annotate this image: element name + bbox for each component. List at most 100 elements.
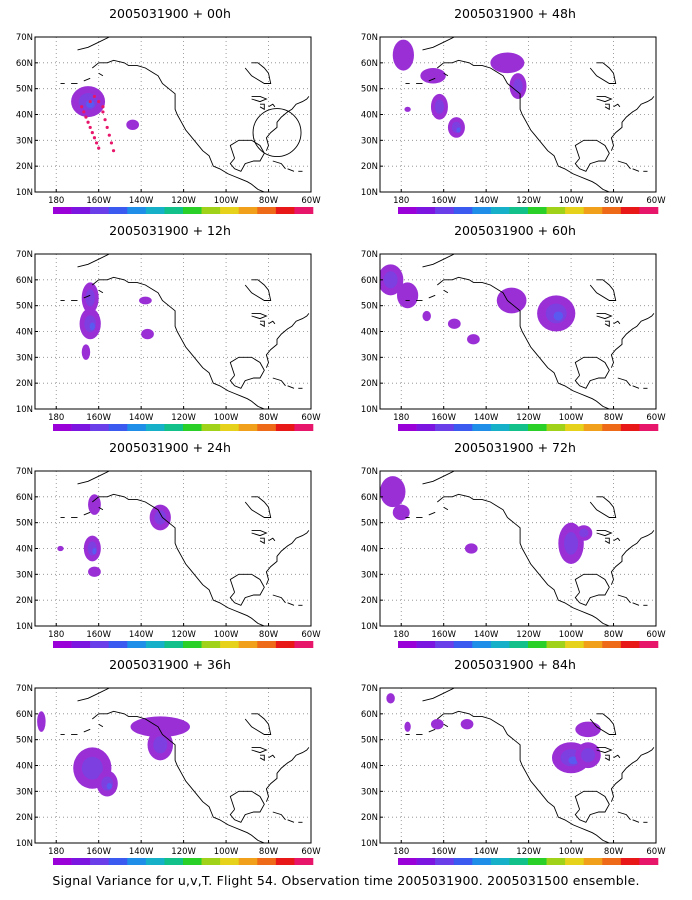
coastline bbox=[596, 746, 613, 754]
variance-region bbox=[88, 566, 101, 577]
lon-tick-label: 140W bbox=[129, 847, 154, 857]
colorbar-label: 21 bbox=[253, 215, 261, 216]
coastline bbox=[229, 356, 265, 389]
colorbar-label: 3.1 bbox=[104, 432, 114, 433]
colorbar-swatch bbox=[90, 424, 110, 431]
colorbar-label: 9 bbox=[200, 215, 204, 216]
lon-tick-label: 80W bbox=[259, 413, 279, 423]
colorbar-swatch bbox=[294, 207, 314, 214]
colorbar-swatch bbox=[127, 858, 147, 865]
colorbar-swatch bbox=[145, 424, 165, 431]
colorbar-label: 1.6 bbox=[411, 215, 421, 216]
map-frame bbox=[34, 36, 312, 193]
colorbar-swatch bbox=[546, 858, 566, 865]
colorbar-swatch bbox=[490, 858, 510, 865]
coastline bbox=[428, 511, 436, 516]
colorbar-swatch bbox=[620, 641, 640, 648]
colorbar-label: 6.3 bbox=[504, 215, 514, 216]
colorbar-swatch bbox=[220, 641, 240, 648]
colorbar-swatch bbox=[416, 424, 436, 431]
coastline bbox=[98, 723, 104, 728]
lat-tick-label: 70N bbox=[16, 33, 33, 43]
lon-tick-label: 160W bbox=[431, 413, 456, 423]
lon-tick-label: 120W bbox=[516, 630, 541, 640]
lon-tick-label: 120W bbox=[171, 196, 196, 206]
panel-title: 2005031900 + 36h bbox=[109, 657, 231, 672]
variance-peak bbox=[85, 100, 95, 109]
coastline bbox=[632, 385, 640, 389]
colorbar-swatch bbox=[528, 424, 547, 431]
lon-tick-label: 160W bbox=[86, 196, 111, 206]
lon-tick-label: 80W bbox=[604, 196, 624, 206]
coastline bbox=[596, 312, 613, 320]
colorbar-swatch bbox=[509, 424, 529, 431]
coastline bbox=[251, 312, 268, 320]
lat-tick-label: 70N bbox=[361, 250, 378, 260]
coastline bbox=[268, 103, 276, 108]
colorbar-label: 11 bbox=[561, 215, 569, 216]
lat-tick-label: 60N bbox=[16, 493, 33, 503]
colorbar-label: 3.1 bbox=[449, 432, 459, 433]
lat-tick-label: 30N bbox=[361, 353, 378, 363]
colorbar-swatch bbox=[472, 424, 492, 431]
colorbar-label: 9 bbox=[200, 649, 204, 650]
colorbar-label: 11 bbox=[561, 432, 569, 433]
colorbar-label: 2.2 bbox=[85, 432, 95, 433]
colorbar-label: 5.1 bbox=[486, 432, 496, 433]
map-panel-36h: 2005031900 + 36h 70N 60N 50N 40N 30N 20N 10N 180… bbox=[0, 657, 340, 872]
colorbar-label: 7.5 bbox=[523, 866, 533, 867]
lat-tick-label: 10N bbox=[361, 405, 378, 415]
colorbar-swatch bbox=[90, 641, 110, 648]
panel-title: 2005031900 + 84h bbox=[454, 657, 576, 672]
lat-tick-label: 50N bbox=[16, 519, 33, 529]
lon-tick-label: 100W bbox=[559, 847, 584, 857]
colorbar-label: 40 bbox=[290, 432, 298, 433]
lat-tick-label: 40N bbox=[16, 328, 33, 338]
coastline bbox=[422, 688, 455, 702]
lat-tick-label: 20N bbox=[16, 379, 33, 389]
colorbar-label: 4 bbox=[470, 215, 474, 216]
lat-tick-label: 70N bbox=[16, 684, 33, 694]
variance-region bbox=[126, 119, 140, 130]
variance-region bbox=[460, 719, 474, 730]
lon-tick-label: 180 bbox=[48, 847, 64, 857]
colorbar-swatch bbox=[127, 641, 147, 648]
colorbar-swatch bbox=[453, 858, 473, 865]
lon-tick-label: 160W bbox=[431, 847, 456, 857]
variance-region bbox=[141, 328, 154, 340]
lon-tick-label: 140W bbox=[474, 196, 499, 206]
colorbar-label: 6.3 bbox=[159, 432, 169, 433]
lat-tick-label: 10N bbox=[361, 839, 378, 849]
colorbar-swatch bbox=[639, 641, 659, 648]
colorbar-label: 9 bbox=[545, 866, 549, 867]
panel-title: 2005031900 + 48h bbox=[454, 6, 576, 21]
coastline bbox=[617, 811, 631, 821]
lon-tick-label: 140W bbox=[474, 847, 499, 857]
colorbar-swatch bbox=[620, 207, 640, 214]
variance-peak bbox=[456, 127, 461, 133]
variance-region-core bbox=[581, 748, 596, 763]
coastline bbox=[604, 754, 610, 762]
coastline bbox=[77, 471, 110, 485]
variance-region-core bbox=[564, 531, 579, 555]
colorbar-label: 11 bbox=[216, 215, 224, 216]
dropsonde-point bbox=[88, 99, 92, 104]
lon-tick-label: 140W bbox=[129, 196, 154, 206]
lon-tick-label: 80W bbox=[259, 196, 279, 206]
map-frame bbox=[379, 470, 657, 627]
panel-title: 2005031900 + 12h bbox=[109, 223, 231, 238]
verification-region-circle bbox=[252, 108, 302, 158]
colorbar-swatch bbox=[546, 207, 566, 214]
variance-region bbox=[575, 721, 601, 738]
lon-tick-label: 60W bbox=[301, 196, 321, 206]
variance-map: 70N 60N 50N 40N 30N 20N 10N 180 160W 140W 120W 100W… bbox=[361, 684, 666, 867]
variance-map: 70N 60N 50N 40N 30N 20N 10N 180 160W 140W 120W 100W… bbox=[361, 33, 666, 216]
variance-region bbox=[37, 711, 46, 732]
colorbar-label: 4 bbox=[470, 866, 474, 867]
lon-tick-label: 180 bbox=[393, 847, 409, 857]
variance-region bbox=[430, 719, 444, 730]
colorbar-label: 4 bbox=[470, 432, 474, 433]
colorbar-label: 14 bbox=[580, 649, 588, 650]
lat-tick-label: 40N bbox=[16, 762, 33, 772]
coastline bbox=[268, 754, 276, 759]
